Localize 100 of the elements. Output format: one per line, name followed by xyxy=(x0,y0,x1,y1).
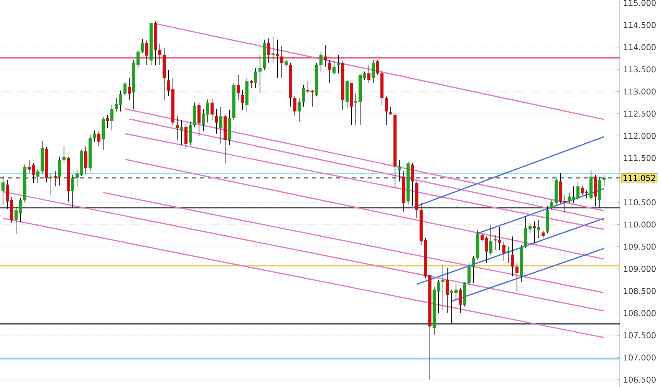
candlestick xyxy=(598,176,602,209)
candlestick xyxy=(459,288,462,314)
candlestick xyxy=(93,130,96,142)
candlestick xyxy=(502,241,506,262)
candlestick xyxy=(62,146,66,164)
candlestick xyxy=(346,80,349,109)
candlestick xyxy=(2,176,5,206)
y-tick-label: 115.000 xyxy=(624,0,656,6)
candlestick xyxy=(250,80,254,89)
y-tick-label: 108.500 xyxy=(624,288,656,294)
y-tick-label: 112.500 xyxy=(624,110,656,117)
candlestick xyxy=(254,68,258,89)
candlestick xyxy=(141,39,144,54)
y-tick-label: 113.000 xyxy=(624,88,656,95)
candlestick xyxy=(32,163,36,184)
candlestick xyxy=(276,40,280,79)
candlestick xyxy=(106,114,110,128)
candlestick xyxy=(442,264,445,310)
y-tick-label: 114.500 xyxy=(624,22,656,28)
candlestick xyxy=(398,160,402,182)
candlestick xyxy=(294,96,297,117)
y-tick-label: 109.500 xyxy=(624,244,656,250)
candlestick xyxy=(350,83,354,126)
candlestick xyxy=(236,74,240,101)
y-tick-label: 112.000 xyxy=(624,133,656,140)
candlestick xyxy=(546,206,550,234)
candlestick xyxy=(241,90,244,110)
candlestick xyxy=(84,146,88,174)
candlestick xyxy=(215,109,218,134)
y-tick-label: 110.500 xyxy=(624,200,656,206)
candlestick xyxy=(384,96,388,126)
candlestick xyxy=(210,99,214,121)
candlestick xyxy=(454,282,458,300)
candlestick xyxy=(219,106,223,144)
candlestick xyxy=(180,120,184,146)
y-tick-label: 106.500 xyxy=(624,376,656,383)
candlestick xyxy=(516,262,519,292)
candlestick xyxy=(198,102,201,136)
candlestick xyxy=(446,268,450,314)
candlestick xyxy=(184,124,188,150)
candlestick xyxy=(498,226,502,250)
candlestick xyxy=(188,122,192,146)
candlestick xyxy=(468,262,471,286)
candlestick xyxy=(372,60,376,84)
candlestick xyxy=(463,282,467,308)
candlestick xyxy=(472,256,476,284)
candlestick xyxy=(376,60,380,76)
candlestick xyxy=(332,61,336,76)
ref-line-label: 111.052 xyxy=(624,175,656,182)
candlestick xyxy=(554,178,558,206)
y-tick-label: 110.000 xyxy=(624,222,656,228)
candlestick xyxy=(485,236,488,264)
candlestick xyxy=(533,221,536,244)
y-tick-label: 114.000 xyxy=(624,44,656,50)
candlestick xyxy=(594,174,598,207)
candlestick xyxy=(71,174,75,208)
candlestick xyxy=(128,78,132,101)
candlestick xyxy=(40,141,44,174)
candlestick xyxy=(98,131,101,148)
candlestick xyxy=(228,110,232,146)
candlestick xyxy=(511,236,514,277)
candlestick xyxy=(119,90,122,112)
candlestick xyxy=(324,44,328,68)
y-tick-label: 113.500 xyxy=(624,66,656,73)
candlestick xyxy=(258,54,262,94)
candlestick xyxy=(272,36,275,64)
candlestick xyxy=(306,81,310,94)
candlestick xyxy=(206,99,210,124)
candlestick xyxy=(102,117,106,151)
candlestick xyxy=(328,60,332,84)
candlestick xyxy=(110,104,114,132)
candlestick xyxy=(19,198,22,223)
candlestick xyxy=(176,116,180,141)
candlestick xyxy=(267,38,271,64)
y-tick-label: 111.500 xyxy=(624,155,656,162)
candlestick xyxy=(36,169,40,184)
candlestick xyxy=(224,114,227,164)
candlestick xyxy=(368,64,371,84)
candlestick xyxy=(411,163,414,207)
y-tick-label: 108.000 xyxy=(624,310,656,316)
y-tick-label: 107.500 xyxy=(624,332,656,339)
candlestick xyxy=(320,52,323,72)
candlestick xyxy=(58,156,62,186)
candlestick xyxy=(490,224,493,256)
candlestick xyxy=(280,46,284,79)
candlestick xyxy=(576,181,580,200)
candlestick xyxy=(302,84,306,108)
y-tick-label: 109.000 xyxy=(624,266,656,272)
candlestick xyxy=(114,98,118,112)
candlestick xyxy=(162,48,166,101)
y-tick-label: 107.000 xyxy=(624,354,656,361)
candlestick xyxy=(124,82,127,97)
candlestick xyxy=(193,102,196,128)
candlestick xyxy=(602,174,606,187)
candlestick xyxy=(50,173,53,196)
candlestick xyxy=(590,170,593,200)
candlestick xyxy=(145,40,149,66)
candlestick xyxy=(298,98,302,122)
candlestick xyxy=(537,220,541,239)
candlestick xyxy=(246,78,249,112)
